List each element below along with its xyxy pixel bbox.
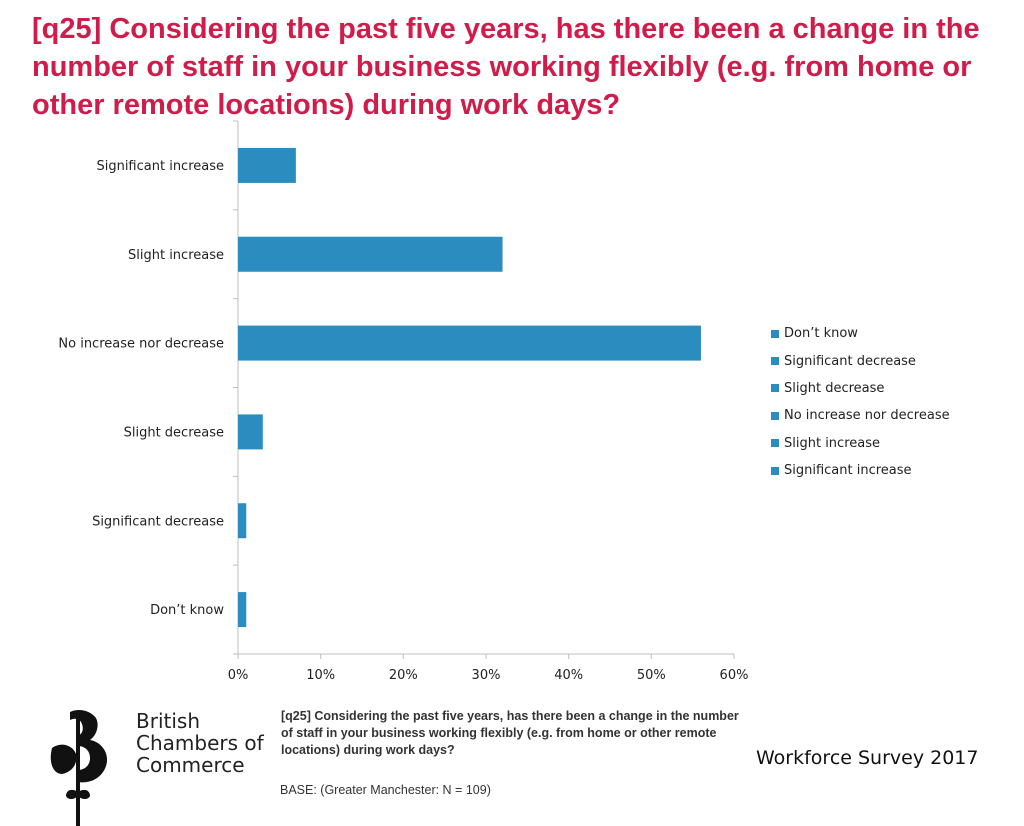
x-tick-label: 30% bbox=[472, 668, 501, 683]
legend-label: Significant decrease bbox=[784, 353, 916, 369]
legend-swatch bbox=[771, 439, 779, 448]
category-label: Slight increase bbox=[128, 248, 224, 263]
x-tick-label: 10% bbox=[306, 668, 335, 683]
base-note: BASE: (Greater Manchester: N = 109) bbox=[280, 783, 491, 797]
x-tick-label: 60% bbox=[720, 668, 749, 683]
legend-item: Significant increase bbox=[771, 457, 950, 484]
legend-label: Don’t know bbox=[784, 326, 858, 342]
chart-legend: Don’t know Significant decrease Slight dec… bbox=[771, 320, 950, 484]
bar bbox=[238, 592, 247, 628]
survey-label: Workforce Survey 2017 bbox=[756, 747, 979, 769]
bar bbox=[238, 147, 296, 183]
legend-item: Don’t know bbox=[771, 320, 950, 347]
question-footnote: [q25] Considering the past five years, h… bbox=[281, 709, 739, 757]
legend-swatch bbox=[771, 384, 779, 393]
x-tick-label: 0% bbox=[228, 668, 249, 683]
bar bbox=[238, 414, 263, 450]
legend-item: No increase nor decrease bbox=[771, 402, 950, 429]
category-label: No increase nor decrease bbox=[58, 337, 224, 352]
category-label: Don’t know bbox=[150, 603, 224, 618]
legend-label: Slight decrease bbox=[784, 380, 885, 396]
category-label: Slight decrease bbox=[124, 425, 224, 440]
logo-line-1: British bbox=[136, 709, 200, 733]
logo-line-2: Chambers of bbox=[136, 731, 264, 755]
x-tick-label: 20% bbox=[389, 668, 418, 683]
bar bbox=[238, 503, 247, 539]
legend-label: Significant increase bbox=[784, 463, 912, 479]
bar bbox=[238, 325, 701, 361]
legend-item: Significant decrease bbox=[771, 347, 950, 374]
legend-item: Slight decrease bbox=[771, 375, 950, 402]
category-label: Significant decrease bbox=[92, 514, 224, 529]
x-tick-label: 50% bbox=[637, 668, 666, 683]
legend-swatch bbox=[771, 466, 779, 475]
category-label: Significant increase bbox=[96, 159, 224, 174]
bar-chart: Significant increase Slight increase No in… bbox=[58, 120, 749, 683]
logo-line-3: Commerce bbox=[136, 753, 245, 777]
legend-swatch bbox=[771, 357, 779, 366]
slide-title: [q25] Considering the past five years, h… bbox=[32, 13, 980, 121]
legend-label: No increase nor decrease bbox=[784, 408, 950, 424]
logo-wordmark: British Chambers of Commerce bbox=[136, 710, 264, 776]
legend-swatch bbox=[771, 411, 779, 420]
x-tick-label: 40% bbox=[554, 668, 583, 683]
bar bbox=[238, 236, 503, 272]
legend-label: Slight increase bbox=[784, 435, 880, 451]
bcc-flower-logo bbox=[50, 710, 108, 826]
legend-item: Slight increase bbox=[771, 430, 950, 457]
legend-swatch bbox=[771, 329, 779, 338]
